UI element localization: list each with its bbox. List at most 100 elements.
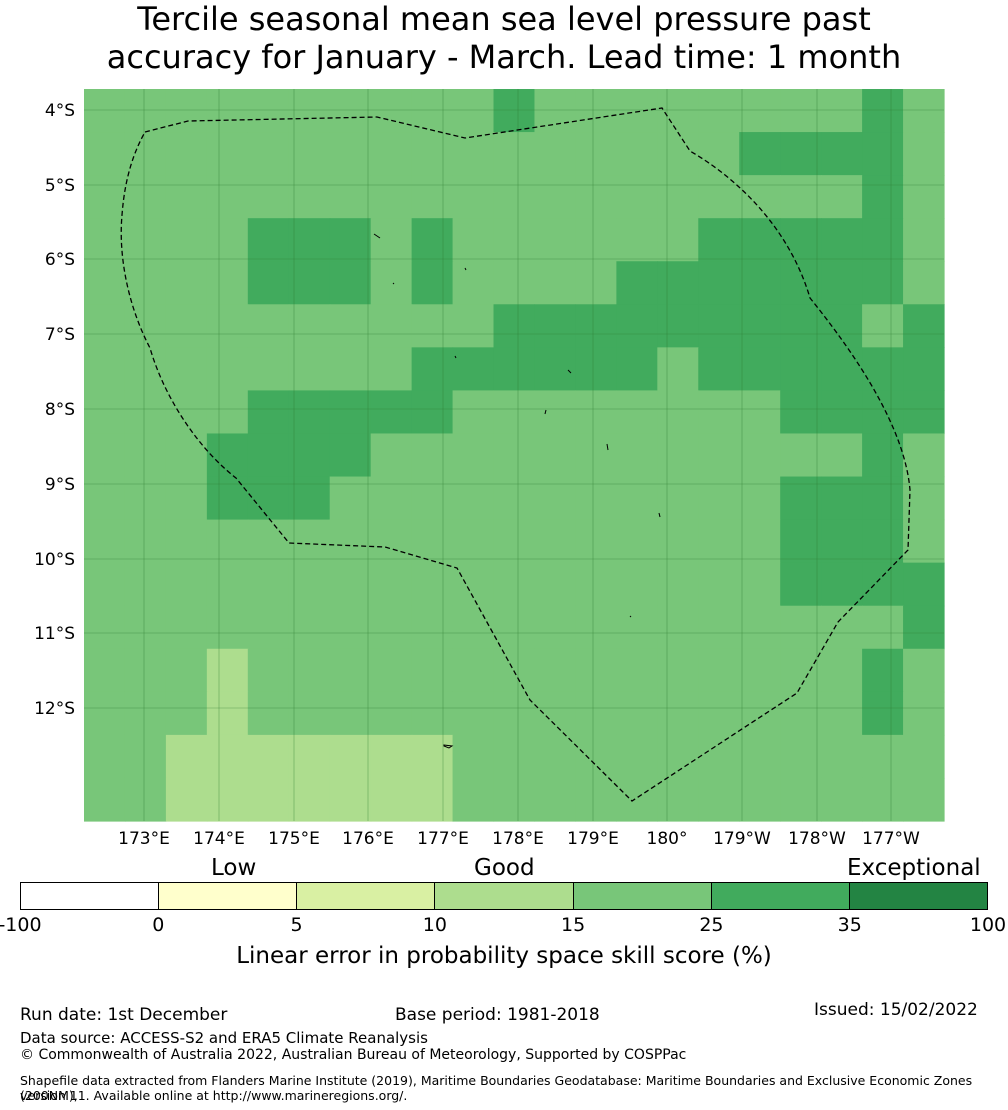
skill-cell: [370, 89, 413, 133]
skill-cell: [206, 734, 249, 779]
skill-cell: [780, 433, 822, 478]
skill-cell: [903, 734, 945, 779]
skill-cell: [206, 218, 249, 262]
skill-cell: [534, 648, 577, 693]
skill-cell: [370, 304, 413, 348]
skill-cell: [862, 261, 904, 305]
skill-cell: [206, 261, 249, 305]
skill-cell: [739, 132, 781, 176]
skill-cell: [452, 261, 495, 305]
skill-cell: [821, 691, 863, 736]
skill-cell: [739, 261, 781, 305]
skill-cell: [411, 218, 454, 262]
skill-cell: [698, 390, 740, 435]
skill-cell: [288, 433, 331, 478]
skill-cell: [616, 562, 658, 607]
skill-cell: [247, 132, 290, 176]
latitude-label: 10°S: [34, 550, 75, 570]
skill-cell: [288, 347, 331, 392]
skill-cell: [288, 519, 331, 564]
skill-cell: [821, 218, 863, 262]
skill-cell: [84, 261, 126, 305]
skill-cell: [534, 132, 577, 176]
skill-cell: [698, 648, 740, 693]
skill-cell: [84, 605, 126, 650]
skill-cell: [452, 648, 495, 693]
skill-cell: [165, 304, 208, 348]
skill-cell: [165, 347, 208, 392]
skill-cell: [657, 691, 699, 736]
skill-cell: [206, 519, 249, 564]
skill-cell: [616, 390, 658, 435]
colorbar-tick-label: 25: [699, 914, 724, 936]
skill-cell: [165, 89, 208, 133]
skill-cell: [534, 433, 577, 478]
skill-cell: [411, 304, 454, 348]
skill-cell: [124, 476, 167, 521]
skill-cell: [534, 519, 577, 564]
skill-cell: [780, 347, 822, 392]
skill-cell: [411, 734, 454, 779]
skill-cell: [739, 433, 781, 478]
skill-cell: [739, 476, 781, 521]
skill-cell: [534, 691, 577, 736]
skill-cell: [452, 347, 495, 392]
skill-cell: [534, 605, 577, 650]
skill-cell: [493, 175, 536, 219]
skill-cell: [739, 562, 781, 607]
skill-cell: [657, 734, 699, 779]
skill-cell: [493, 691, 536, 736]
skill-cell: [165, 390, 208, 435]
skill-cell: [124, 175, 167, 219]
skill-cell: [206, 390, 249, 435]
skill-cell: [698, 691, 740, 736]
islands: [373, 233, 661, 749]
skill-cell: [616, 476, 658, 521]
skill-cell: [206, 777, 249, 822]
island: [373, 233, 381, 239]
skill-cell: [821, 132, 863, 176]
skill-cell: [780, 218, 822, 262]
skill-cell: [288, 218, 331, 262]
skill-cell: [821, 519, 863, 564]
skill-cell: [452, 304, 495, 348]
skill-cell: [411, 648, 454, 693]
skill-cell: [288, 605, 331, 650]
skill-cell: [698, 777, 740, 822]
skill-cell: [657, 261, 699, 305]
skill-cell: [821, 261, 863, 305]
skill-cell: [124, 304, 167, 348]
skill-cell: [657, 175, 699, 219]
skill-cell: [698, 519, 740, 564]
skill-cell: [288, 648, 331, 693]
latitude-label: 4°S: [45, 101, 75, 121]
longitude-label: 180°: [647, 829, 688, 849]
skill-cell: [862, 218, 904, 262]
skill-cell: [657, 433, 699, 478]
skill-cell: [657, 304, 699, 348]
skill-cell: [534, 218, 577, 262]
skill-cell: [821, 476, 863, 521]
colorbar-segment: [848, 883, 987, 909]
skill-cell: [84, 218, 126, 262]
skill-cell: [452, 777, 495, 822]
skill-cell: [84, 562, 126, 607]
skill-cell: [575, 390, 617, 435]
skill-cell: [124, 691, 167, 736]
skill-cell: [411, 390, 454, 435]
skill-cell: [616, 519, 658, 564]
skill-cell: [493, 218, 536, 262]
skill-cell: [903, 519, 945, 564]
skill-cell: [903, 777, 945, 822]
skill-cell: [84, 433, 126, 478]
graticule: [84, 89, 944, 821]
longitude-label: 178°E: [492, 829, 544, 849]
skill-cell: [739, 777, 781, 822]
skill-cell: [370, 347, 413, 392]
island: [392, 282, 395, 285]
skill-cell: [493, 433, 536, 478]
skill-cell: [616, 605, 658, 650]
skill-cell: [370, 132, 413, 176]
skill-cell: [493, 562, 536, 607]
